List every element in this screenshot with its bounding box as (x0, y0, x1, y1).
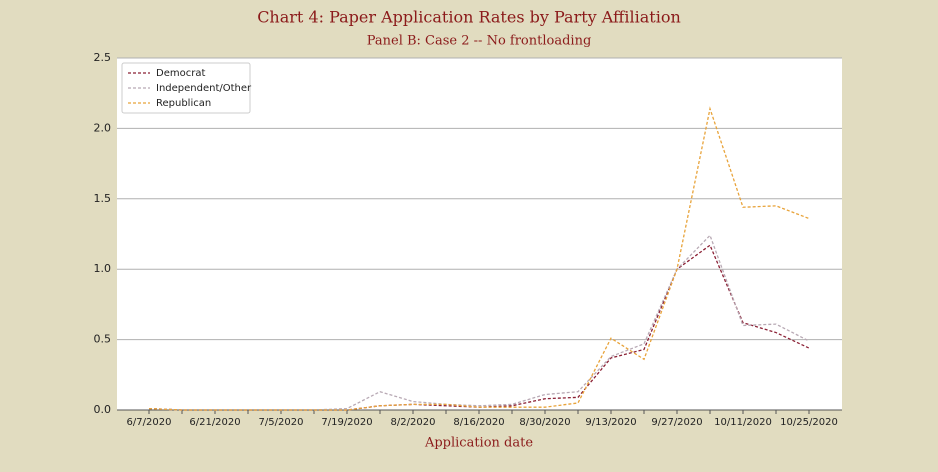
x-tick-label: 7/5/2020 (259, 417, 304, 428)
y-tick-label: 0.5 (94, 333, 112, 346)
chart-title: Chart 4: Paper Application Rates by Part… (257, 8, 681, 27)
legend-label: Republican (156, 98, 211, 109)
y-tick-label: 1.0 (94, 262, 112, 275)
y-tick-label: 1.5 (94, 192, 112, 205)
chart-subtitle: Panel B: Case 2 -- No frontloading (367, 34, 592, 49)
x-tick-label: 6/21/2020 (189, 417, 240, 428)
x-tick-label: 8/16/2020 (453, 417, 504, 428)
series-line (148, 106, 810, 411)
legend-label: Democrat (156, 68, 205, 79)
x-tick-label: 10/11/2020 (714, 417, 772, 428)
x-tick-label: 8/2/2020 (391, 417, 436, 428)
y-tick-label: 2.5 (94, 51, 112, 64)
x-tick-label: 9/13/2020 (585, 417, 636, 428)
x-tick-label: 8/30/2020 (519, 417, 570, 428)
legend-label: Independent/Other (156, 83, 252, 94)
x-tick-label: 7/19/2020 (321, 417, 372, 428)
x-tick-label: 6/7/2020 (127, 417, 172, 428)
legend-box (121, 62, 251, 114)
y-tick-label: 2.0 (94, 121, 112, 134)
y-tick-label: 0.0 (94, 403, 112, 416)
x-tick-label: 10/25/2020 (780, 417, 838, 428)
x-axis-label: Application date (424, 436, 533, 451)
x-tick-label: 9/27/2020 (651, 417, 702, 428)
plot-area (117, 58, 842, 410)
